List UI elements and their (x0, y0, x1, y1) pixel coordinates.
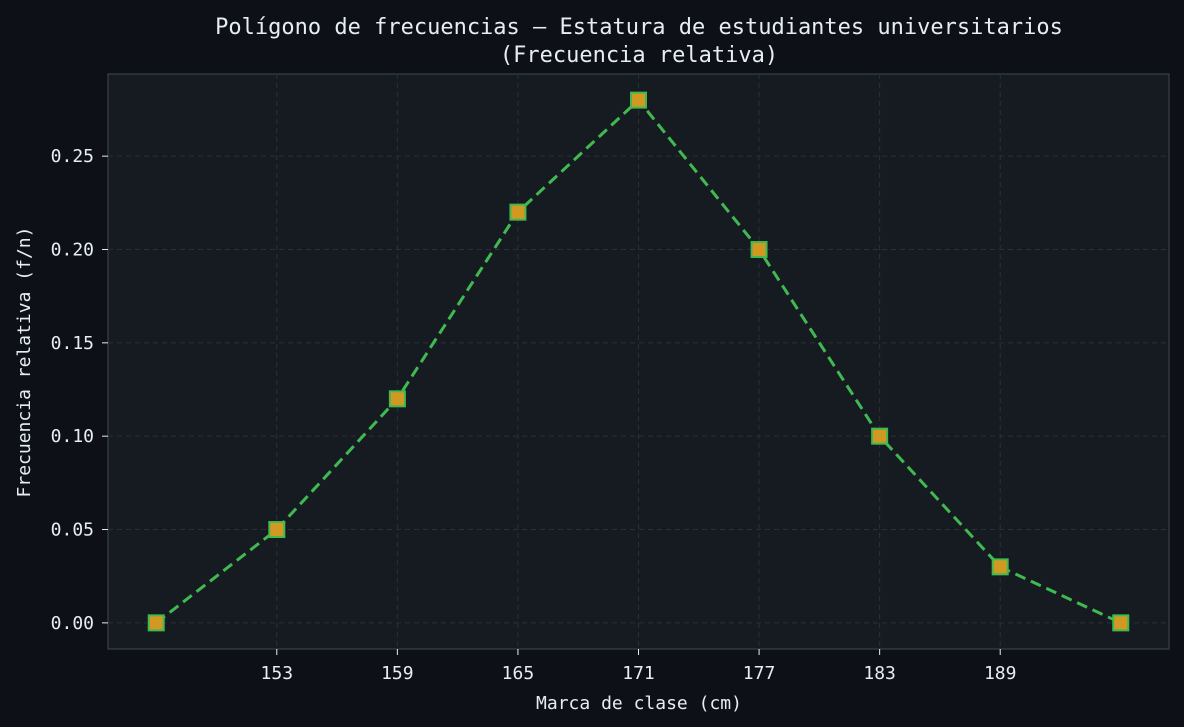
y-tick-label: 0.10 (51, 426, 94, 447)
x-tick-label: 171 (622, 663, 655, 684)
y-tick-label: 0.00 (51, 613, 94, 634)
y-tick-label: 0.20 (51, 239, 94, 260)
x-tick-label: 177 (743, 663, 776, 684)
ticks: 153 159 165 171 177 183 189 0.00 0.05 0.10 0.15 0.2… (51, 146, 1017, 684)
data-point-marker (268, 521, 286, 539)
y-tick-label: 0.05 (51, 520, 94, 541)
y-tick-label: 0.15 (51, 333, 94, 354)
grid (108, 74, 1169, 649)
x-tick-label: 165 (502, 663, 535, 684)
y-axis-label: Frecuencia relativa (f/n) (14, 227, 35, 498)
chart-subtitle: (Frecuencia relativa) (500, 43, 778, 68)
data-point-marker (388, 390, 406, 408)
markers (147, 91, 1130, 632)
data-point-marker (1112, 614, 1130, 632)
y-tick-label: 0.25 (51, 146, 94, 167)
x-axis-label: Marca de clase (cm) (536, 693, 742, 714)
data-point-marker (630, 91, 647, 109)
x-tick-label: 159 (381, 663, 414, 684)
data-point-marker (871, 427, 889, 445)
chart-title: Polígono de frecuencias — Estatura de es… (215, 15, 1063, 40)
x-tick-label: 183 (863, 663, 896, 684)
x-tick-label: 153 (261, 663, 294, 684)
data-point-marker (147, 614, 165, 632)
data-point-marker (509, 203, 527, 221)
data-point-marker (991, 558, 1009, 576)
data-point-marker (750, 240, 768, 258)
x-tick-label: 189 (984, 663, 1017, 684)
